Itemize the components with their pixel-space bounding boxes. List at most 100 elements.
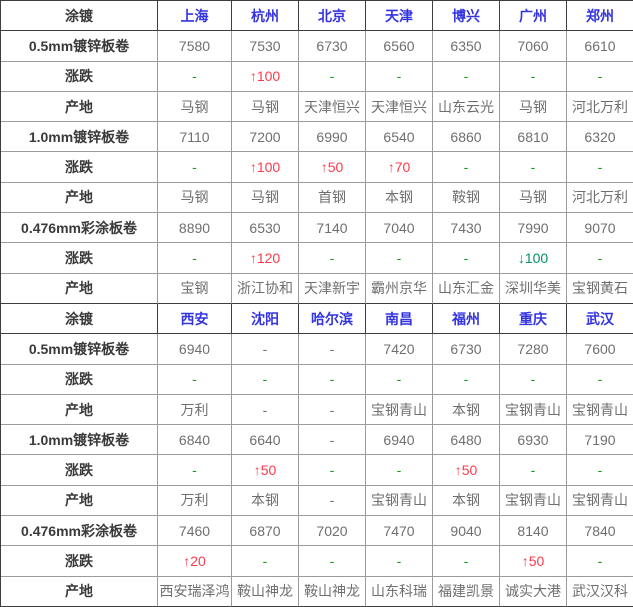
- change-cell: -: [232, 546, 299, 577]
- table-row: 产地 西安瑞泽鸿 鞍山神龙 鞍山神龙 山东科瑞 福建凯景 诚实大港 武汉汉科: [1, 576, 633, 607]
- origin-cell: 本钢: [232, 485, 299, 517]
- origin-cell: 武汉汉科: [567, 577, 633, 607]
- price-cell: 6930: [500, 425, 567, 456]
- origin-cell: 本钢: [433, 394, 500, 426]
- price-cell: 6870: [232, 516, 299, 547]
- change-cell: -: [232, 364, 299, 395]
- table-row: 涨跌 - ↑100 ↑50 ↑70- - -: [1, 152, 633, 183]
- section-title: 涂镀: [1, 303, 158, 335]
- city-header[interactable]: 西安: [158, 303, 232, 335]
- table-row: 产地 宝钢 浙江协和 天津新宇 霸州京华 山东汇金 深圳华美 宝钢黄石: [1, 273, 633, 304]
- price-cell: -: [232, 334, 299, 365]
- price-cell: 6860: [433, 122, 500, 153]
- origin-cell: 山东汇金: [433, 273, 500, 304]
- price-cell: -: [299, 425, 366, 456]
- price-cell: 7420: [366, 334, 433, 365]
- price-cell: 7200: [232, 122, 299, 153]
- change-cell: -: [299, 243, 366, 274]
- change-cell: -: [299, 455, 366, 486]
- price-cell: 6610: [567, 31, 633, 62]
- change-cell: -: [500, 152, 567, 183]
- origin-cell: 首钢: [299, 182, 366, 214]
- price-cell: 7580: [158, 31, 232, 62]
- price-cell: 8140: [500, 516, 567, 547]
- table-row: 涨跌 - ↑100- - - - -: [1, 61, 633, 92]
- city-header[interactable]: 杭州: [232, 1, 299, 32]
- table-row: 0.5mm镀锌板卷 7580 7530 6730 6560 6350 7060 6610: [1, 31, 633, 62]
- city-header[interactable]: 北京: [299, 1, 366, 32]
- origin-cell: 山东云光: [433, 91, 500, 123]
- city-header[interactable]: 福州: [433, 303, 500, 335]
- change-cell: ↑50: [433, 455, 500, 486]
- origin-cell: 马钢: [232, 91, 299, 123]
- city-header[interactable]: 武汉: [567, 304, 633, 335]
- row-label: 产地: [1, 91, 158, 123]
- city-header[interactable]: 天津: [366, 1, 433, 32]
- city-header[interactable]: 博兴: [433, 1, 500, 32]
- change-cell: -: [158, 364, 232, 395]
- row-label: 产地: [1, 182, 158, 214]
- change-cell: -: [433, 546, 500, 577]
- table-row: 1.0mm镀锌板卷 6840 6640-6940 6480 6930 7190: [1, 425, 633, 456]
- row-label: 1.0mm镀锌板卷: [1, 122, 158, 153]
- city-header[interactable]: 重庆: [500, 303, 567, 335]
- change-cell: -: [567, 243, 633, 274]
- origin-cell: -: [232, 394, 299, 426]
- origin-cell: 霸州京华: [366, 273, 433, 304]
- row-label: 产地: [1, 273, 158, 304]
- price-cell: 6530: [232, 213, 299, 244]
- origin-cell: 宝钢青山: [500, 394, 567, 426]
- price-cell: 7840: [567, 516, 633, 547]
- change-cell: -: [500, 455, 567, 486]
- price-cell: 7530: [232, 31, 299, 62]
- city-header[interactable]: 广州: [500, 1, 567, 32]
- table-row: 1.0mm镀锌板卷 7110 7200 6990 6540 6860 6810 6320: [1, 122, 633, 153]
- price-cell: 7040: [366, 213, 433, 244]
- change-cell: -: [433, 243, 500, 274]
- origin-cell: 诚实大港: [500, 576, 567, 607]
- table-row: 0.5mm镀锌板卷 6940- -7420 6730 7280 7600: [1, 334, 633, 365]
- change-cell: -: [567, 455, 633, 486]
- price-cell: 7430: [433, 213, 500, 244]
- row-label: 0.476mm彩涂板卷: [1, 213, 158, 244]
- change-cell: -: [158, 152, 232, 183]
- table-row: 涨跌 - ↑50- - ↑50- -: [1, 455, 633, 486]
- origin-cell: -: [299, 394, 366, 426]
- change-cell: ↑50: [232, 455, 299, 486]
- change-cell: ↑100: [232, 152, 299, 183]
- change-cell: -: [567, 152, 633, 183]
- row-label: 涨跌: [1, 61, 158, 92]
- city-header[interactable]: 南昌: [366, 303, 433, 335]
- table-row: 涨跌 ↑20- - - - ↑50-: [1, 546, 633, 577]
- origin-cell: 马钢: [232, 182, 299, 214]
- table-row: 产地 马钢 马钢 天津恒兴 天津恒兴 山东云光 马钢 河北万利: [1, 91, 633, 123]
- city-header[interactable]: 沈阳: [232, 303, 299, 335]
- origin-cell: 鞍钢: [433, 182, 500, 214]
- table-row: 产地 马钢 马钢 首钢 本钢 鞍钢 马钢 河北万利: [1, 182, 633, 214]
- price-cell: 7460: [158, 516, 232, 547]
- price-cell: 7110: [158, 122, 232, 153]
- origin-cell: 万利: [158, 394, 232, 426]
- origin-cell: 天津新宇: [299, 273, 366, 304]
- change-cell: -: [433, 152, 500, 183]
- price-cell: 6730: [299, 31, 366, 62]
- price-cell: 6480: [433, 425, 500, 456]
- change-cell: -: [158, 61, 232, 92]
- change-cell: -: [366, 455, 433, 486]
- origin-cell: 河北万利: [567, 92, 633, 123]
- section-header-row: 涂镀 西安 沈阳 哈尔滨 南昌 福州 重庆 武汉: [1, 303, 633, 335]
- city-header[interactable]: 上海: [158, 1, 232, 32]
- city-header[interactable]: 郑州: [567, 1, 633, 32]
- price-cell: 7600: [567, 334, 633, 365]
- change-cell: -: [299, 61, 366, 92]
- change-cell: -: [433, 364, 500, 395]
- origin-cell: 宝钢青山: [500, 485, 567, 517]
- city-header[interactable]: 哈尔滨: [299, 303, 366, 335]
- origin-cell: 宝钢青山: [567, 486, 633, 517]
- change-cell: -: [366, 61, 433, 92]
- price-cell: 8890: [158, 213, 232, 244]
- change-cell: ↑70: [366, 152, 433, 183]
- origin-cell: 深圳华美: [500, 273, 567, 304]
- price-cell: 7190: [567, 425, 633, 456]
